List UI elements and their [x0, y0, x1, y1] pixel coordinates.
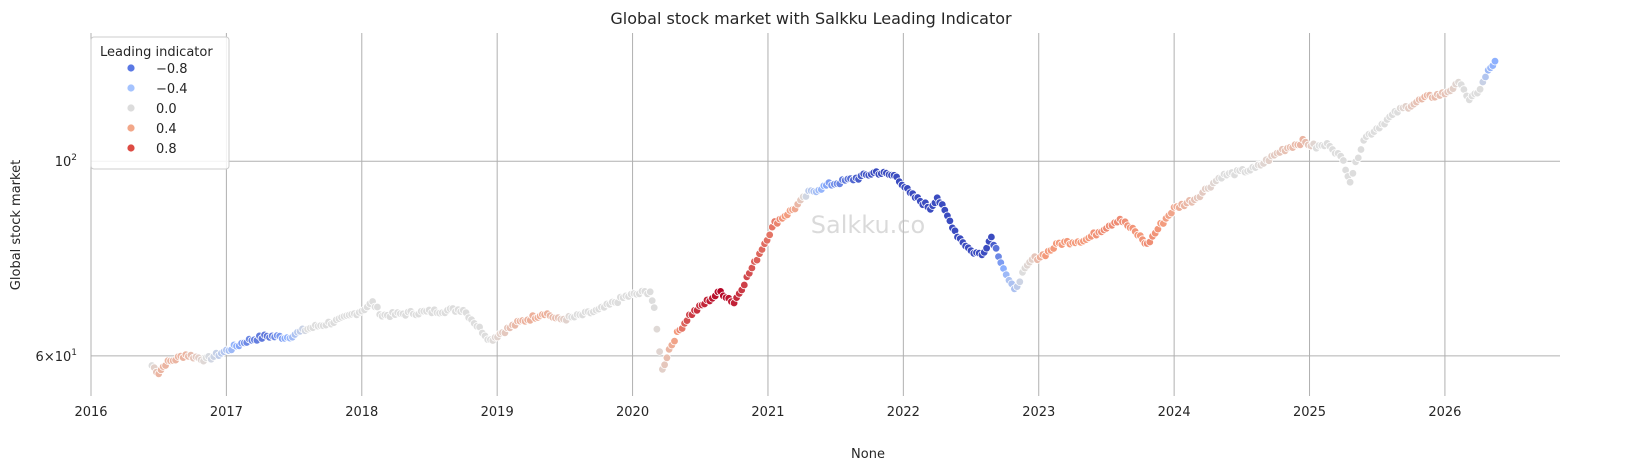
x-tick-label: 2023 — [1022, 405, 1055, 420]
x-tick-label: 2017 — [210, 405, 243, 420]
legend-entry-label: 0.0 — [156, 102, 177, 117]
data-point — [373, 302, 382, 312]
x-tick-label: 2025 — [1293, 405, 1326, 420]
legend-box — [90, 36, 230, 170]
legend-marker — [126, 103, 136, 113]
x-tick-label: 2021 — [751, 405, 784, 420]
data-points — [147, 57, 1500, 379]
legend-entry-label: −0.4 — [156, 82, 188, 97]
data-point — [1015, 277, 1024, 286]
data-point — [670, 336, 679, 346]
data-point — [1490, 57, 1500, 66]
data-point — [660, 360, 669, 369]
grid — [90, 33, 1560, 396]
legend: Leading indicator −0.8 −0.4 0.0 0.4 0.8 — [90, 36, 230, 170]
data-point — [1345, 177, 1355, 187]
x-tick-label: 2024 — [1158, 405, 1191, 420]
legend-marker — [126, 83, 136, 93]
data-point — [648, 296, 657, 305]
data-point — [662, 353, 672, 362]
data-point — [991, 244, 1001, 253]
x-tick-label: 2022 — [887, 405, 920, 420]
legend-entry-label: 0.8 — [156, 142, 177, 157]
legend-entries: −0.8 −0.4 0.0 0.4 0.8 — [126, 62, 188, 157]
x-tick-label: 2019 — [481, 405, 514, 420]
data-point — [655, 347, 664, 356]
watermark: Salkku.co — [811, 211, 925, 239]
data-point — [1339, 156, 1348, 165]
data-point — [765, 230, 774, 240]
chart-title: Global stock market with Salkku Leading … — [610, 9, 1012, 28]
y-tick-exponent: 1 — [71, 348, 77, 358]
x-tick-label: 2026 — [1428, 405, 1461, 420]
legend-marker — [126, 123, 136, 133]
data-point — [740, 280, 749, 290]
legend-entry-label: −0.8 — [156, 62, 188, 77]
data-point — [652, 325, 662, 334]
data-point — [1475, 85, 1485, 94]
y-tick-exponent: 2 — [71, 153, 77, 163]
legend-entry-label: 0.4 — [156, 122, 177, 137]
x-axis-label: None — [851, 447, 885, 462]
data-point — [1356, 145, 1366, 154]
data-point — [1348, 169, 1358, 178]
data-point — [945, 216, 955, 226]
x-tick-label: 2018 — [345, 405, 378, 420]
data-point — [1354, 153, 1363, 163]
x-tick-labels: 2016 2017 2018 2019 2020 2021 2022 2023 2024 2025… — [74, 405, 1461, 420]
y-tick-label: 6×101 — [36, 348, 77, 365]
data-point — [987, 232, 996, 242]
legend-title: Leading indicator — [100, 45, 213, 60]
x-tick-label: 2016 — [74, 405, 107, 420]
legend-marker — [126, 63, 136, 73]
data-point — [650, 303, 659, 312]
y-axis-label: Global stock market — [9, 160, 24, 290]
legend-marker — [126, 143, 136, 153]
data-point — [646, 287, 655, 296]
x-tick-label: 2020 — [616, 405, 649, 420]
